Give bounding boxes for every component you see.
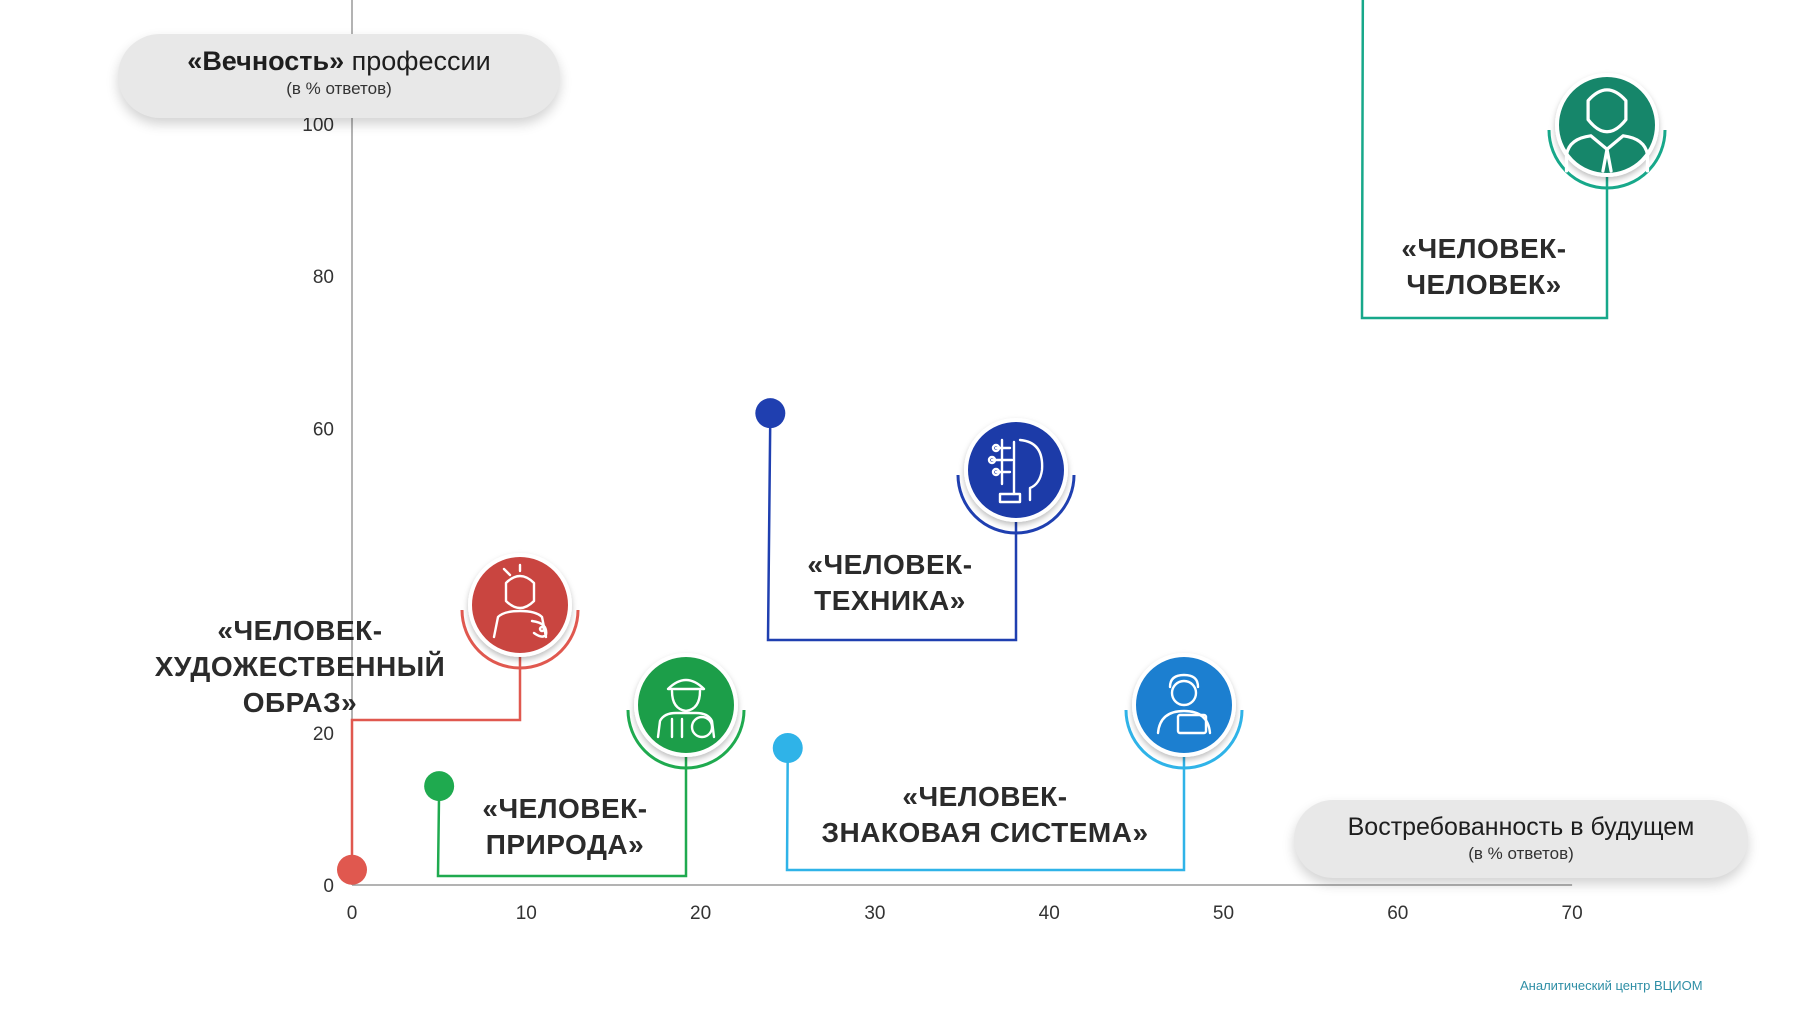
x-tick-label: 30 [864,903,885,924]
group-label-line: «ЧЕЛОВЕК- [902,781,1067,812]
group-label-line: ОБРАЗ» [243,687,357,718]
y-axis-title-bold: «Вечность» [187,46,345,76]
y-axis-title: «Вечность» профессии (в % ответов) [118,34,560,118]
y-tick-label: 0 [323,876,334,897]
group-label-line: ЧЕЛОВЕК» [1406,269,1561,300]
group-label-line: ПРИРОДА» [486,829,644,860]
y-tick-label: 60 [313,419,334,440]
x-tick-label: 70 [1562,903,1583,924]
connector-line [436,755,688,878]
icon-badge [634,653,738,757]
robot-head-icon [987,438,1044,504]
farmer-icon [656,678,716,739]
x-tick-label: 60 [1387,903,1408,924]
group-label-line: ХУДОЖЕСТВЕННЫЙ [155,650,446,682]
icon-ring [1124,709,1244,770]
connector-line [350,655,522,870]
data-point [337,854,367,885]
group-label: «ЧЕЛОВЕК- ПРИРОДА» [482,793,647,860]
x-tick-label: 0 [347,903,358,924]
group-label-line: ЗНАКОВАЯ СИСТЕМА» [821,817,1148,848]
x-tick-label: 40 [1039,903,1060,924]
y-axis-unit: (в % ответов) [286,79,392,98]
icon-ring [1547,129,1667,190]
y-tick-label: 100 [302,115,334,136]
data-point [755,398,786,429]
y-tick-label: 80 [313,267,334,288]
data-point [772,733,803,764]
icon-ring [956,474,1076,535]
x-tick-label: 50 [1213,903,1234,924]
x-axis-title: Востребованность в будущем (в % ответов) [1294,800,1748,878]
group-label-line: «ЧЕЛОВЕК- [1401,233,1566,264]
businessman-icon [1564,88,1650,173]
icon-ring [626,709,746,770]
icon-ring [460,609,580,670]
group-label-line: «ЧЕЛОВЕК- [807,549,972,580]
y-axis-title-rest: профессии [344,46,491,76]
x-axis-title-main: Востребованность в будущем [1347,813,1695,841]
group-label: «ЧЕЛОВЕК- ХУДОЖЕСТВЕННЫЙ ОБРАЗ» [155,615,446,718]
icon-badge [964,418,1068,522]
laptop-user-icon [1156,673,1212,735]
connector-line [766,413,1018,642]
y-tick-label: 20 [313,724,334,745]
group-label: «ЧЕЛОВЕК- ТЕХНИКА» [807,549,972,616]
icon-badge [1555,73,1659,177]
group-label-line: «ЧЕЛОВЕК- [482,793,647,824]
x-tick-label: 10 [516,903,537,924]
group-label-line: ТЕХНИКА» [814,585,966,616]
x-axis-unit: (в % ответов) [1468,844,1574,863]
group-label: «ЧЕЛОВЕК- ЗНАКОВАЯ СИСТЕМА» [821,781,1148,848]
connector-line [785,748,1186,872]
x-tick-label: 20 [690,903,711,924]
group-label: «ЧЕЛОВЕК- ЧЕЛОВЕК» [1401,233,1566,300]
artist-icon [492,563,548,639]
source-note: Аналитический центр ВЦИОМ [1520,978,1703,993]
data-point [424,771,455,802]
group-label-line: «ЧЕЛОВЕК- [217,615,382,646]
connector-line [1360,0,1609,320]
